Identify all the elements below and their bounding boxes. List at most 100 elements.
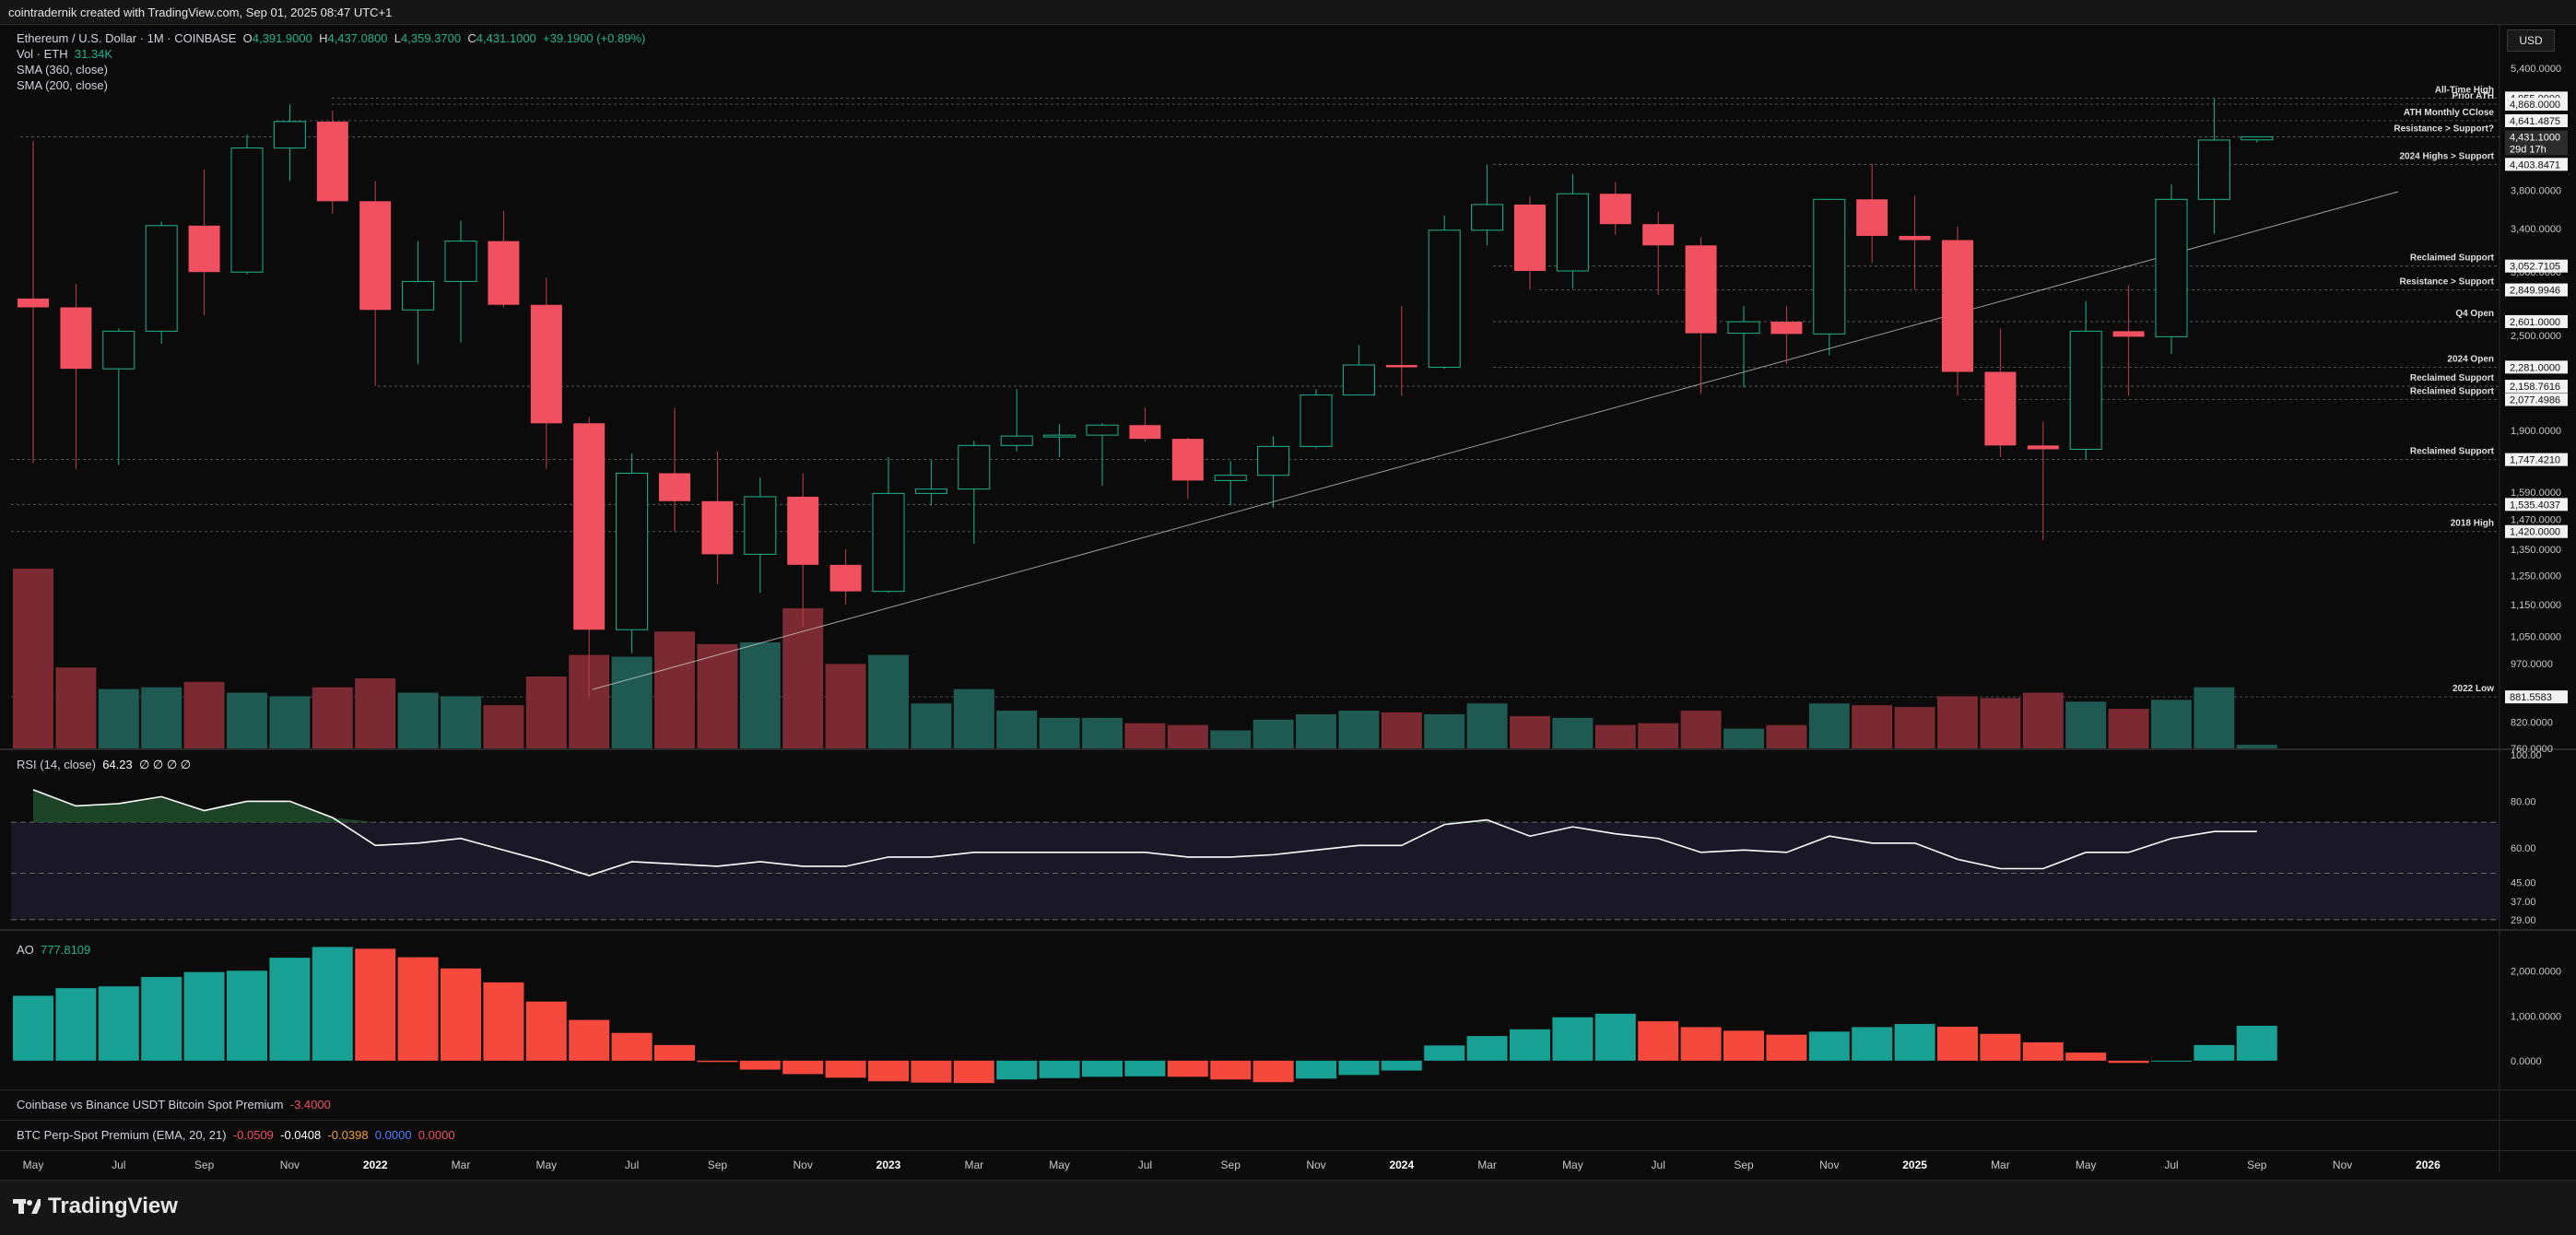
price-tick-label: 820.0000 bbox=[2511, 717, 2553, 728]
ao-bar bbox=[569, 1019, 610, 1061]
ao-tick-label: 1,000.0000 bbox=[2511, 1011, 2561, 1022]
candle-body bbox=[829, 564, 862, 592]
currency-button[interactable]: USD bbox=[2507, 29, 2555, 52]
volume-bar bbox=[183, 681, 225, 748]
candle-body bbox=[1300, 394, 1333, 447]
candle-body bbox=[1770, 322, 1803, 335]
ao-bar bbox=[1381, 1060, 1422, 1071]
time-tick-label: Jul bbox=[1138, 1159, 1152, 1171]
candle-body bbox=[1129, 425, 1161, 440]
volume-bar bbox=[1039, 717, 1080, 748]
volume-bar bbox=[397, 692, 439, 748]
level-price-label: 2,601.0000 bbox=[2510, 317, 2560, 328]
price-tick-label: 1,900.0000 bbox=[2511, 426, 2561, 437]
volume-bar bbox=[355, 677, 396, 748]
tradingview-logo[interactable]: TradingView bbox=[13, 1194, 178, 1219]
volume-bar bbox=[312, 687, 353, 748]
premium1-legend[interactable]: Coinbase vs Binance USDT Bitcoin Spot Pr… bbox=[17, 1098, 331, 1112]
time-tick-label: May bbox=[1049, 1159, 1070, 1171]
candle-body bbox=[1385, 365, 1417, 368]
ao-bar bbox=[1167, 1060, 1208, 1077]
candle-body bbox=[744, 496, 777, 555]
candle-body bbox=[701, 500, 734, 555]
ao-bar bbox=[2065, 1053, 2107, 1061]
high-value: 4,437.0800 bbox=[327, 31, 388, 45]
horizontal-level-label: 2024 Open bbox=[2447, 354, 2494, 364]
main-legend: Ethereum / U.S. Dollar · 1M · COINBASE O… bbox=[17, 31, 646, 45]
candle-body bbox=[1171, 439, 1204, 481]
level-price-box bbox=[2505, 158, 2568, 171]
level-price-label: 1,747.4210 bbox=[2510, 455, 2560, 466]
volume-bar bbox=[483, 705, 524, 748]
level-price-box bbox=[2505, 314, 2568, 328]
candle-body bbox=[1428, 229, 1461, 369]
candle-body bbox=[1984, 371, 2017, 446]
ao-bar bbox=[1466, 1036, 1508, 1061]
candle-body bbox=[1642, 224, 1675, 246]
candle-body bbox=[316, 121, 348, 202]
level-price-box bbox=[2505, 498, 2568, 512]
ao-bar bbox=[1937, 1026, 1978, 1061]
rsi-tick-label: 100.00 bbox=[2511, 750, 2542, 761]
footer-bar bbox=[0, 1180, 2576, 1235]
ao-bar bbox=[1552, 1017, 1594, 1061]
volume-bar bbox=[1253, 719, 1294, 748]
candle-body bbox=[1514, 204, 1546, 271]
level-price-label: 4,403.8471 bbox=[2510, 159, 2560, 171]
sma360-legend[interactable]: SMA (360, close) bbox=[17, 63, 108, 76]
price-tick-label: 1,050.0000 bbox=[2511, 631, 2561, 642]
rsi-legend[interactable]: RSI (14, close) 64.23 ∅ ∅ ∅ ∅ bbox=[17, 758, 192, 771]
ao-bar bbox=[1424, 1045, 1465, 1061]
level-price-box bbox=[2505, 380, 2568, 394]
time-tick-label: May bbox=[2076, 1159, 2097, 1171]
ao-bar bbox=[953, 1060, 994, 1084]
volume-bar bbox=[1894, 707, 1935, 748]
ao-bar bbox=[868, 1060, 909, 1082]
level-price-label: 2,158.7616 bbox=[2510, 382, 2560, 393]
ao-bar bbox=[98, 986, 139, 1061]
ao-bar bbox=[1808, 1031, 1850, 1061]
horizontal-level-label: 2024 Highs > Support bbox=[2399, 151, 2494, 161]
time-tick-label: Mar bbox=[452, 1159, 471, 1171]
volume-bar bbox=[141, 687, 182, 748]
countdown-label: 29d 17h bbox=[2510, 144, 2547, 155]
ao-bar bbox=[697, 1060, 738, 1063]
time-tick-label: Nov bbox=[794, 1159, 813, 1171]
price-tick-label: 1,250.0000 bbox=[2511, 571, 2561, 582]
price-tick-label: 970.0000 bbox=[2511, 659, 2553, 670]
candle-body bbox=[402, 280, 435, 311]
volume-legend[interactable]: Vol · ETH 31.34K bbox=[17, 47, 113, 61]
ao-bar bbox=[654, 1044, 695, 1061]
price-tick-label: 1,590.0000 bbox=[2511, 488, 2561, 499]
countdown-box bbox=[2505, 143, 2568, 156]
pane-separator bbox=[0, 929, 2576, 931]
volume-bar bbox=[868, 654, 909, 748]
rsi-value: 64.23 bbox=[102, 758, 133, 771]
sma200-legend[interactable]: SMA (200, close) bbox=[17, 78, 108, 92]
ao-bar bbox=[1980, 1033, 2021, 1061]
level-price-label: 2,849.9946 bbox=[2510, 286, 2560, 297]
ao-bar bbox=[183, 971, 225, 1061]
ao-bar bbox=[1039, 1060, 1080, 1078]
time-tick-label: Jul bbox=[625, 1159, 639, 1171]
volume-bar bbox=[1167, 724, 1208, 748]
candle-body bbox=[1685, 245, 1717, 334]
candle-body bbox=[1257, 445, 1290, 476]
candle-body bbox=[659, 473, 690, 501]
symbol-title[interactable]: Ethereum / U.S. Dollar · 1M · COINBASE bbox=[17, 31, 237, 45]
time-tick-label: 2026 bbox=[2416, 1159, 2441, 1171]
volume-bar bbox=[1424, 713, 1465, 748]
ao-bar bbox=[1082, 1060, 1123, 1077]
ao-bar bbox=[13, 995, 53, 1061]
horizontal-level-label: Reclaimed Support bbox=[2410, 387, 2495, 397]
level-price-box bbox=[2505, 360, 2568, 374]
volume-bar bbox=[654, 631, 695, 748]
ao-bar bbox=[1894, 1024, 1935, 1061]
ao-legend[interactable]: AO 777.8109 bbox=[17, 943, 91, 957]
candle-body bbox=[102, 330, 135, 370]
volume-bar bbox=[1466, 703, 1508, 748]
volume-bar bbox=[1852, 705, 1893, 748]
premium2-legend[interactable]: BTC Perp-Spot Premium (EMA, 20, 21) -0.0… bbox=[17, 1128, 455, 1142]
